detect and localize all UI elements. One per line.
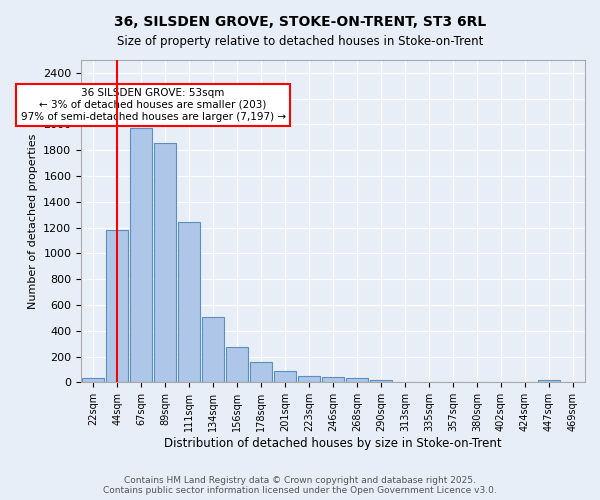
Y-axis label: Number of detached properties: Number of detached properties bbox=[28, 134, 38, 309]
Bar bbox=[154, 143, 176, 382]
Text: 36 SILSDEN GROVE: 53sqm
← 3% of detached houses are smaller (203)
97% of semi-de: 36 SILSDEN GROVE: 53sqm ← 3% of detached… bbox=[20, 88, 286, 122]
X-axis label: Distribution of detached houses by size in Stoke-on-Trent: Distribution of detached houses by size … bbox=[164, 437, 502, 450]
Bar bbox=[82, 378, 104, 382]
Bar bbox=[370, 380, 392, 382]
Bar bbox=[106, 230, 128, 382]
Bar bbox=[538, 380, 560, 382]
Text: Size of property relative to detached houses in Stoke-on-Trent: Size of property relative to detached ho… bbox=[117, 35, 483, 48]
Bar bbox=[322, 377, 344, 382]
Bar bbox=[202, 316, 224, 382]
Bar bbox=[274, 370, 296, 382]
Bar bbox=[178, 222, 200, 382]
Text: 36, SILSDEN GROVE, STOKE-ON-TRENT, ST3 6RL: 36, SILSDEN GROVE, STOKE-ON-TRENT, ST3 6… bbox=[114, 15, 486, 29]
Text: Contains HM Land Registry data © Crown copyright and database right 2025.
Contai: Contains HM Land Registry data © Crown c… bbox=[103, 476, 497, 495]
Bar bbox=[130, 128, 152, 382]
Bar bbox=[298, 376, 320, 382]
Bar bbox=[250, 362, 272, 382]
Bar bbox=[226, 347, 248, 382]
Bar bbox=[346, 378, 368, 382]
